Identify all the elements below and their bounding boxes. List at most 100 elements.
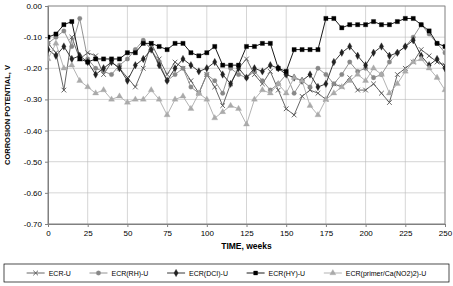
y-tick: -0.60 [24, 189, 48, 198]
series-marker [276, 88, 281, 93]
x-tick-label: 250 [439, 229, 453, 238]
series-marker [228, 63, 232, 67]
series-marker [427, 53, 432, 58]
series-marker [197, 54, 201, 58]
series-marker [204, 72, 209, 77]
series-line [48, 37, 445, 115]
series-marker [141, 55, 145, 62]
series-marker [108, 96, 114, 101]
x-tick: 225 [399, 224, 413, 238]
series-marker [443, 65, 445, 72]
y-axis-line [45, 7, 49, 225]
legend-item: ECR-U [27, 270, 71, 277]
series-marker [212, 115, 218, 120]
series-marker [213, 58, 217, 65]
series-marker [260, 78, 265, 83]
x-tick: 25 [84, 224, 93, 238]
series-marker [117, 57, 121, 61]
series-marker [356, 52, 360, 59]
x-tick-mark [247, 224, 248, 227]
series-marker [94, 57, 98, 61]
series-marker [252, 65, 256, 72]
series-marker [236, 72, 241, 77]
grid-line [246, 6, 247, 224]
x-tick-mark [286, 224, 287, 227]
series-marker [340, 72, 345, 77]
series-marker [363, 23, 367, 27]
series-marker [283, 90, 289, 95]
series-marker [181, 66, 186, 71]
y-tick-label: 0.00 [26, 2, 42, 11]
series-marker [315, 111, 321, 116]
plot: 0255075100125150175200225250-0.70-0.60-0… [24, 2, 453, 238]
series-marker [419, 47, 424, 52]
series-marker [78, 57, 82, 61]
series-marker [48, 41, 50, 46]
series-marker [371, 75, 376, 80]
series-marker [116, 93, 122, 98]
series-marker [284, 106, 289, 111]
series-marker [395, 72, 400, 77]
series-marker [220, 108, 226, 113]
series-marker [443, 44, 445, 48]
series-marker [101, 87, 107, 92]
legend-marker [96, 271, 101, 276]
series-marker [355, 88, 360, 93]
grid-line [405, 6, 406, 224]
series-marker [379, 91, 384, 96]
series-marker [212, 85, 217, 90]
series-marker [228, 102, 234, 107]
series-marker [221, 71, 225, 78]
series-marker [86, 58, 90, 65]
x-tick-label: 125 [240, 229, 254, 238]
series-marker [268, 61, 272, 68]
x-tick: 200 [359, 224, 373, 238]
y-tick: 0.00 [26, 2, 48, 11]
series-marker [157, 44, 161, 48]
series-marker [292, 91, 297, 96]
series-marker [173, 72, 178, 77]
series-marker [332, 58, 336, 65]
series-marker [156, 96, 162, 101]
grid-line [87, 6, 88, 224]
series-marker [236, 105, 242, 110]
x-tick: 75 [163, 224, 172, 238]
series-marker [387, 60, 392, 65]
series-marker [348, 23, 352, 27]
y-tick-label: -0.10 [24, 33, 43, 42]
series-marker [173, 65, 177, 72]
series-marker [300, 94, 305, 99]
series-marker [443, 50, 445, 55]
y-tick-mark [45, 99, 48, 100]
series-marker [125, 57, 130, 62]
x-tick-mark [366, 224, 367, 227]
series-marker [251, 96, 257, 101]
series-marker [125, 51, 129, 55]
series-marker [411, 16, 415, 20]
x-tick-mark [167, 224, 168, 227]
series-marker [164, 111, 170, 116]
series-marker [86, 60, 90, 64]
grid-line [286, 6, 287, 224]
series-marker [410, 59, 416, 64]
legend-item: ECR(primer/Ca(NO2)2)-U [324, 269, 427, 277]
series-marker [189, 51, 193, 55]
series-marker [70, 19, 74, 23]
series-marker [109, 72, 114, 77]
series-marker [54, 52, 58, 59]
series-marker [300, 47, 304, 51]
series-marker [268, 69, 273, 74]
x-tick-label: 50 [123, 229, 132, 238]
series-marker [402, 68, 408, 73]
series-marker [363, 88, 368, 93]
legend-label: ECR(HY)-U [269, 270, 306, 278]
series-marker [109, 57, 113, 61]
legend-item: ECR(DCI)-U [167, 269, 228, 277]
series-marker [284, 69, 288, 73]
x-tick: 50 [123, 224, 132, 238]
series-marker [276, 66, 280, 70]
series-marker [48, 35, 50, 39]
series-marker [196, 90, 202, 95]
series-marker [140, 96, 146, 101]
series-marker [308, 47, 312, 51]
